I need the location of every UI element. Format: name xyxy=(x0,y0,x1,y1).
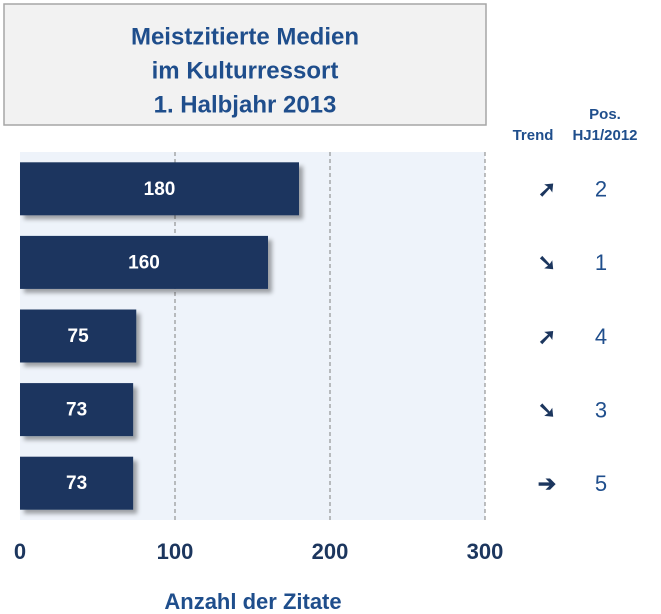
bar xyxy=(20,235,268,289)
value-label: 160 xyxy=(128,252,160,273)
chart-title: Meistzitierte Medien xyxy=(131,23,359,50)
trend-arrow: ➚ xyxy=(538,177,556,202)
x-tick-label: 100 xyxy=(157,539,194,564)
column-header: HJ1/2012 xyxy=(572,127,637,144)
bar xyxy=(20,383,134,437)
bar xyxy=(20,162,299,216)
previous-position: 4 xyxy=(595,324,607,349)
value-label: 73 xyxy=(66,473,87,494)
column-header: Trend xyxy=(513,127,554,144)
trend-arrow: ➘ xyxy=(538,250,556,275)
value-label: 180 xyxy=(144,179,176,200)
trend-arrow: ➔ xyxy=(538,471,556,496)
value-label: 75 xyxy=(68,326,90,347)
x-axis-label: Anzahl der Zitate xyxy=(164,589,341,614)
bar xyxy=(20,309,137,363)
x-tick-label: 0 xyxy=(14,539,26,564)
previous-position: 3 xyxy=(595,397,607,422)
previous-position: 1 xyxy=(595,250,607,275)
trend-arrow: ➚ xyxy=(538,324,556,349)
title-box xyxy=(3,3,487,126)
previous-position: 5 xyxy=(595,471,607,496)
previous-position: 2 xyxy=(595,177,607,202)
x-tick-label: 300 xyxy=(467,539,504,564)
bar xyxy=(20,456,134,510)
chart-title: 1. Halbjahr 2013 xyxy=(154,91,337,118)
chart-title: im Kulturressort xyxy=(152,57,339,84)
x-tick-label: 200 xyxy=(312,539,349,564)
value-label: 73 xyxy=(66,400,87,421)
trend-arrow: ➘ xyxy=(538,397,556,422)
column-header: Pos. xyxy=(589,106,621,123)
